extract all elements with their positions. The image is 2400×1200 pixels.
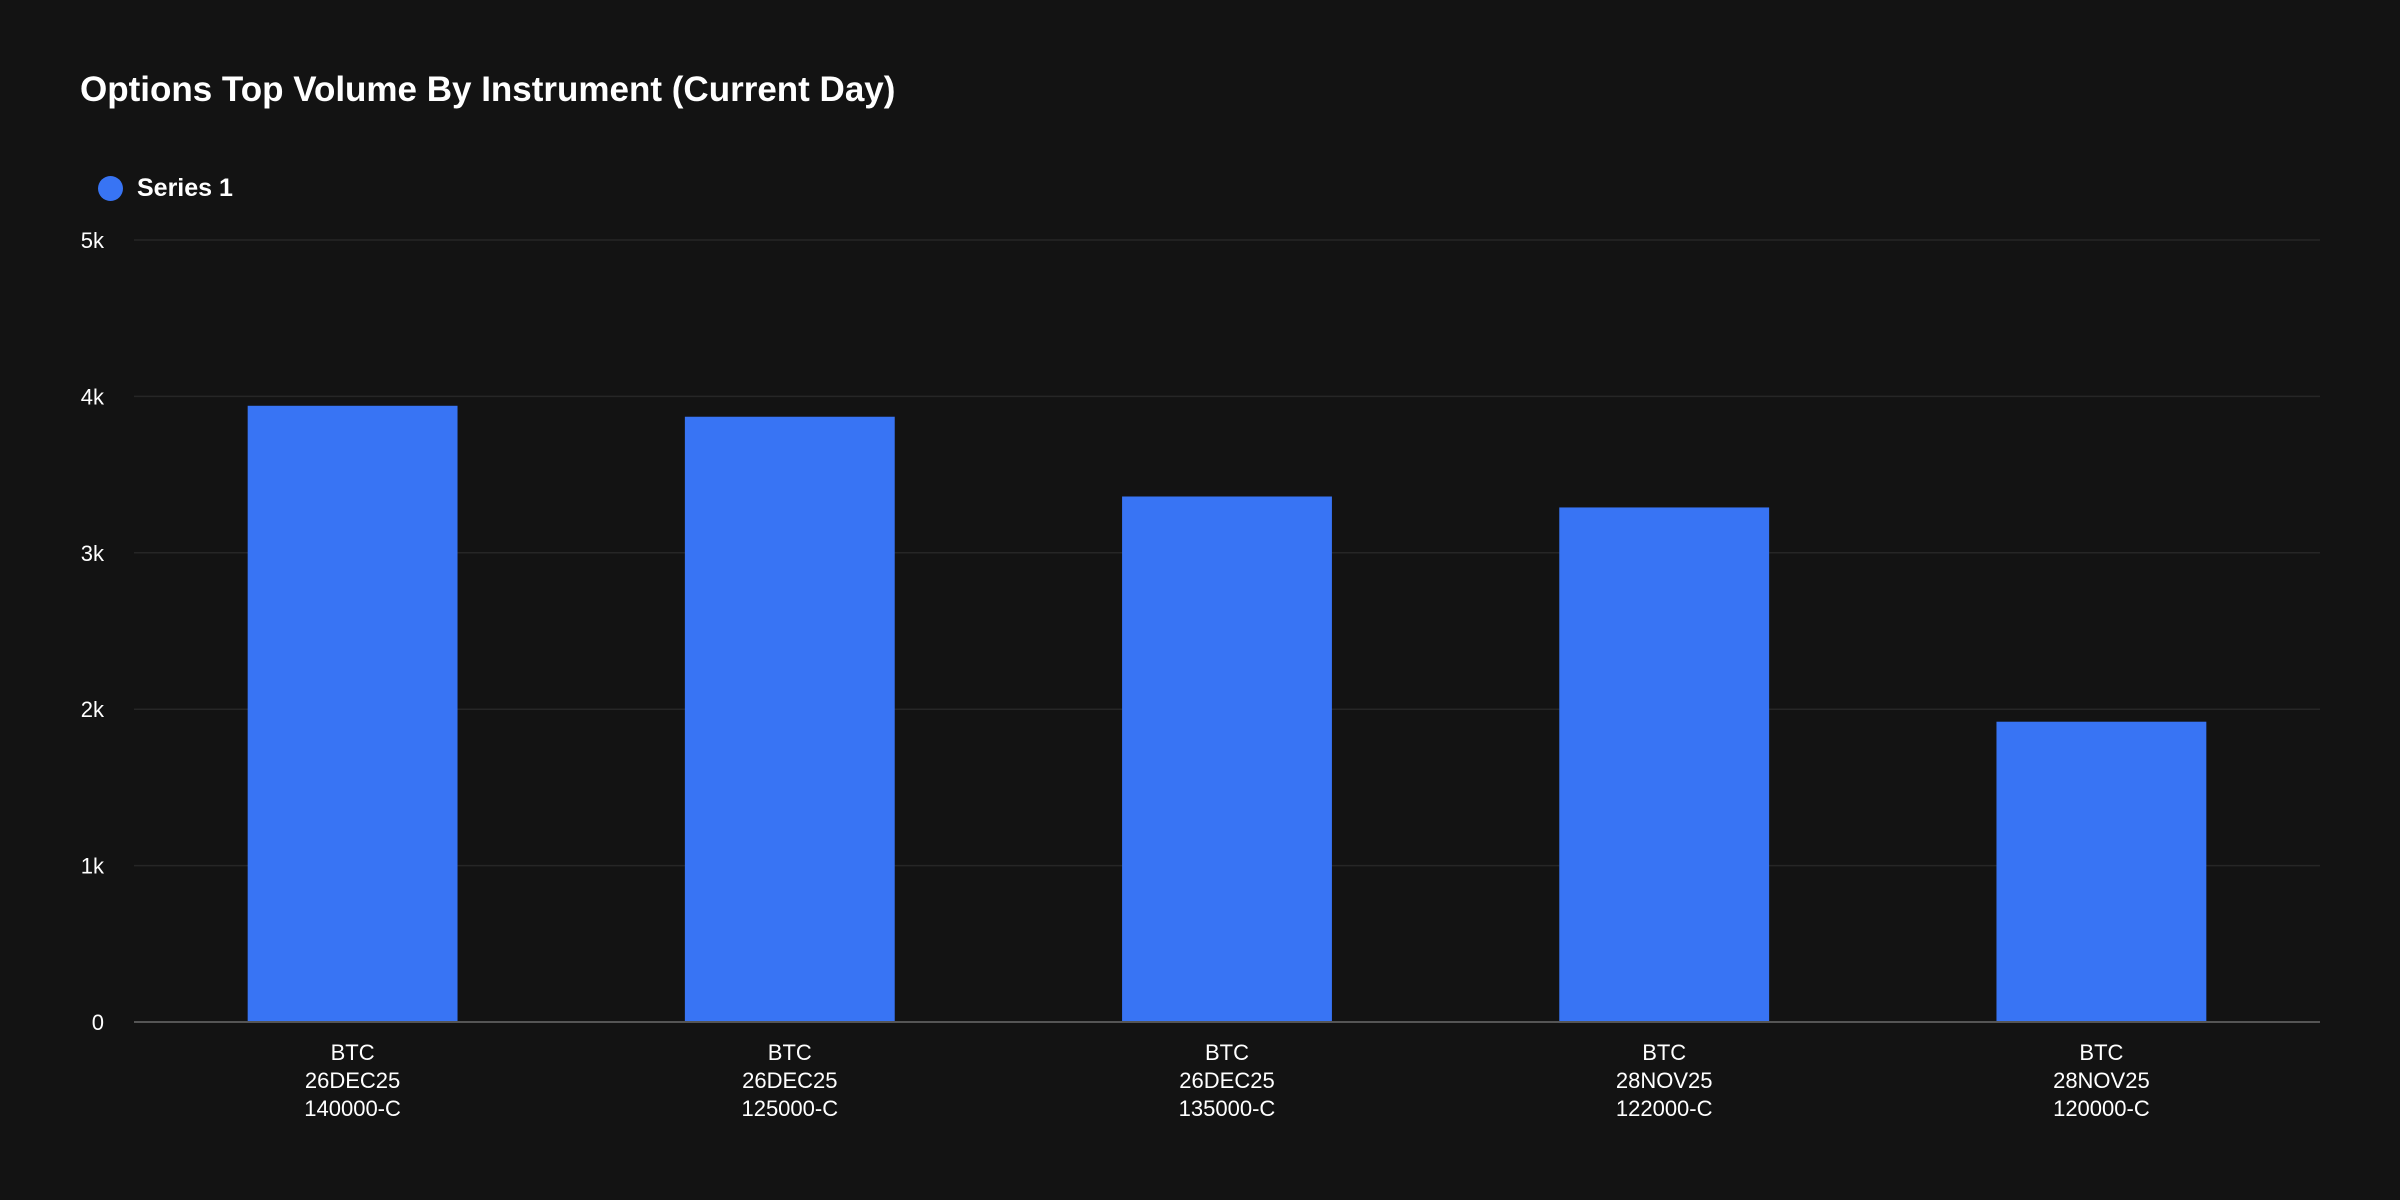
x-tick-label-line: BTC xyxy=(768,1040,812,1065)
x-tick-label-line: 122000-C xyxy=(1616,1096,1713,1121)
x-tick-label-line: BTC xyxy=(1205,1040,1249,1065)
x-tick-label-line: 140000-C xyxy=(304,1096,401,1121)
x-tick-label-line: 26DEC25 xyxy=(305,1068,400,1093)
bar[interactable] xyxy=(684,416,895,1022)
y-tick-label: 0 xyxy=(92,1010,104,1035)
bar[interactable] xyxy=(1122,496,1332,1023)
legend[interactable]: Series 1 xyxy=(98,174,233,203)
legend-swatch xyxy=(98,176,123,201)
x-tick-label-line: 26DEC25 xyxy=(742,1068,837,1093)
x-tick-label-line: BTC xyxy=(2079,1040,2123,1065)
y-tick-label: 5k xyxy=(81,228,105,253)
x-axis-ticks: BTC 26DEC25 140000-C BTC 26DEC25 125000-C BTC 2… xyxy=(304,1040,2150,1121)
gridlines xyxy=(134,239,2320,867)
bar[interactable] xyxy=(1559,507,1770,1023)
x-tick-label: BTC 26DEC25 125000-C xyxy=(741,1040,838,1121)
x-tick-label: BTC 28NOV25 120000-C xyxy=(2053,1040,2150,1121)
y-axis-ticks: 0 1k 2k 3k 4k 5k xyxy=(81,228,105,1035)
bar[interactable] xyxy=(1996,721,2207,1022)
x-tick-label-line: BTC xyxy=(1642,1040,1686,1065)
y-tick-label: 2k xyxy=(81,697,105,722)
x-tick-label-line: 26DEC25 xyxy=(1179,1068,1274,1093)
legend-label-series-1: Series 1 xyxy=(137,174,233,202)
y-tick-label: 4k xyxy=(81,384,105,409)
x-tick-label-line: 28NOV25 xyxy=(2053,1068,2150,1093)
bars xyxy=(247,405,2207,1023)
x-tick-label: BTC 26DEC25 135000-C xyxy=(1179,1040,1276,1121)
x-tick-label: BTC 26DEC25 140000-C xyxy=(304,1040,401,1121)
x-tick-label-line: 28NOV25 xyxy=(1616,1068,1713,1093)
chart-title: Options Top Volume By Instrument (Curren… xyxy=(80,70,896,109)
x-tick-label-line: BTC xyxy=(331,1040,375,1065)
x-tick-label-line: 125000-C xyxy=(741,1096,838,1121)
x-tick-label-line: 135000-C xyxy=(1179,1096,1276,1121)
bar[interactable] xyxy=(247,405,458,1022)
x-tick-label-line: 120000-C xyxy=(2053,1096,2150,1121)
y-tick-label: 3k xyxy=(81,541,105,566)
y-tick-label: 1k xyxy=(81,854,105,879)
x-tick-label: BTC 28NOV25 122000-C xyxy=(1616,1040,1713,1121)
